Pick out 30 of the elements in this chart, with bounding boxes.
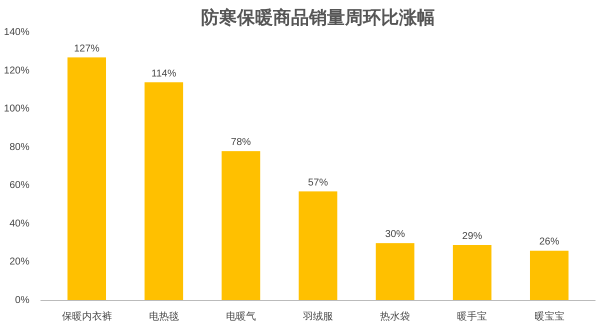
y-tick-label: 60% xyxy=(9,180,30,192)
y-tick-label: 120% xyxy=(4,65,30,76)
y-tick-label: 40% xyxy=(9,218,30,230)
data-label: 127% xyxy=(74,43,100,54)
bar xyxy=(222,151,260,300)
x-tick-label: 电热毯 xyxy=(148,310,179,322)
x-tick-label: 暖手宝 xyxy=(457,310,488,322)
data-label: 114% xyxy=(151,68,176,80)
bar xyxy=(144,82,184,300)
data-label: 30% xyxy=(385,229,406,240)
bar xyxy=(298,191,338,300)
data-label: 26% xyxy=(539,236,560,248)
bar xyxy=(452,244,492,300)
y-tick-label: 80% xyxy=(9,142,30,153)
data-label: 57% xyxy=(308,177,328,188)
x-tick-label: 电暖气 xyxy=(226,310,256,322)
data-label: 29% xyxy=(462,230,482,242)
bar xyxy=(530,250,569,300)
y-tick-label: 140% xyxy=(4,27,30,38)
x-tick-label: 暖宝宝 xyxy=(534,310,564,322)
x-tick-label: 保暖内衣裤 xyxy=(62,310,112,322)
bar xyxy=(376,243,414,300)
bar xyxy=(67,57,106,300)
chart-title: 防寒保暖商品销量周环比涨幅 xyxy=(201,8,435,28)
x-tick-label: 羽绒服 xyxy=(303,310,333,322)
data-label: 78% xyxy=(230,137,252,148)
x-tick-label: 热水袋 xyxy=(380,310,410,322)
y-tick-label: 100% xyxy=(4,104,30,115)
y-tick-label: 20% xyxy=(9,256,30,268)
y-tick-label: 0% xyxy=(15,295,30,306)
